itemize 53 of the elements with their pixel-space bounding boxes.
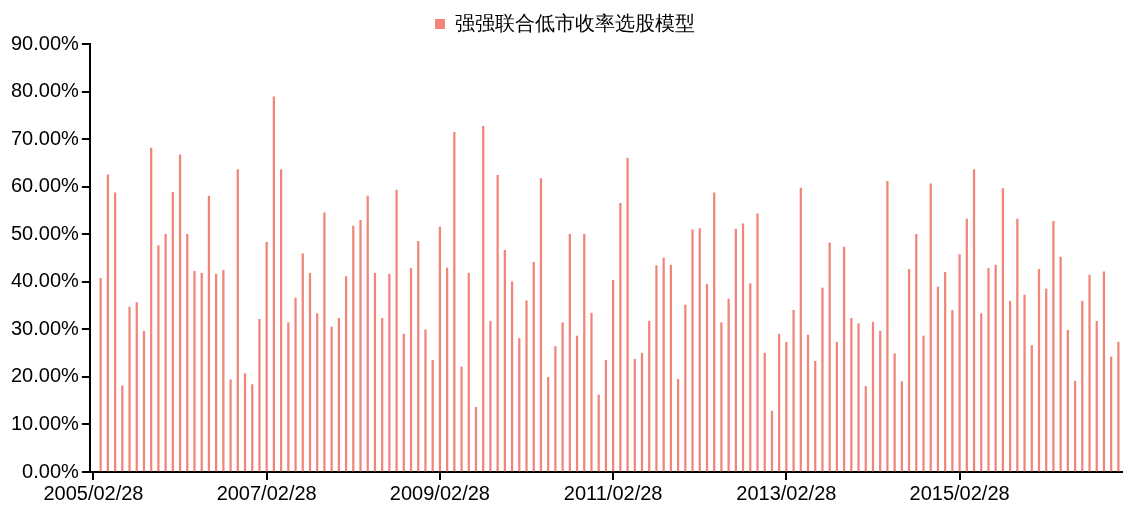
bar — [525, 300, 528, 472]
bar — [691, 229, 694, 472]
bar — [323, 212, 326, 472]
y-tick-label: 40.00% — [10, 269, 80, 292]
y-tick-label: 80.00% — [10, 79, 80, 102]
bar — [951, 309, 954, 472]
bar — [388, 273, 391, 472]
bar — [489, 320, 492, 472]
bar — [987, 268, 990, 472]
x-tick-label: 2015/02/28 — [909, 481, 1010, 504]
bar — [554, 346, 557, 472]
x-tick-label: 2009/02/28 — [389, 481, 490, 504]
y-tick-label: 30.00% — [10, 316, 80, 339]
bar — [258, 319, 261, 472]
bar — [626, 157, 629, 472]
y-tick-label: 70.00% — [10, 126, 80, 149]
bar — [229, 379, 232, 472]
bar — [460, 366, 463, 472]
bar — [1052, 221, 1055, 472]
y-tick-label: 60.00% — [10, 174, 80, 197]
bar — [958, 254, 961, 472]
y-tick-label: 20.00% — [10, 364, 80, 387]
x-tick-label: 2013/02/28 — [736, 481, 837, 504]
x-tick-label: 2005/02/28 — [43, 481, 144, 504]
bar — [857, 323, 860, 472]
bar — [359, 220, 362, 472]
y-tick-label: 10.00% — [10, 411, 80, 434]
x-tick-label: 2007/02/28 — [216, 481, 317, 504]
bar — [128, 306, 131, 472]
bar — [395, 189, 398, 472]
bar — [727, 298, 730, 472]
y-tick-label: 0.00% — [22, 459, 80, 482]
y-tick-label: 90.00% — [10, 31, 80, 54]
bar — [1117, 341, 1120, 472]
y-tick-label: 50.00% — [10, 221, 80, 244]
bar — [561, 322, 564, 472]
bar — [157, 245, 160, 472]
bar — [756, 213, 759, 472]
bar — [193, 270, 196, 472]
bar — [590, 312, 593, 472]
bar — [922, 335, 925, 472]
bar — [655, 265, 658, 472]
bar — [1088, 274, 1091, 472]
bar — [720, 322, 723, 472]
legend-label: 强强联合低市收率选股模型 — [455, 11, 695, 34]
bar — [792, 309, 795, 472]
bar — [1023, 294, 1026, 472]
bar — [821, 287, 824, 472]
x-tick-label: 2011/02/28 — [563, 481, 663, 504]
bar — [164, 233, 167, 472]
bar — [424, 329, 427, 472]
bar — [886, 181, 889, 472]
bar — [294, 297, 297, 472]
